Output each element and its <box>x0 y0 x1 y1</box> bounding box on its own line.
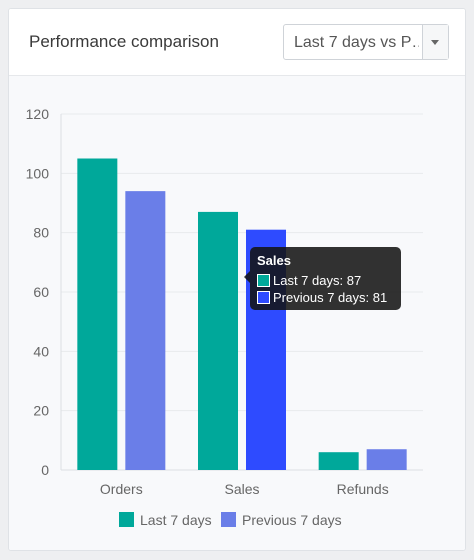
y-tick-label: 20 <box>33 403 49 419</box>
tooltip-title: Sales <box>257 253 291 268</box>
tooltip-swatch-previous-7-days <box>257 291 270 304</box>
x-tick-label: Sales <box>224 481 259 497</box>
legend-swatch-last-7-days <box>119 512 134 527</box>
chevron-down-icon[interactable] <box>422 25 448 59</box>
chart-tooltip: Sales Last 7 days: 87 Previous 7 days: 8… <box>244 247 401 310</box>
y-tick-label: 120 <box>26 106 50 122</box>
bar-sales-last-7-days <box>198 211 238 470</box>
date-range-value: Last 7 days vs P… <box>294 34 419 51</box>
legend-label: Previous 7 days <box>242 512 342 528</box>
chart-area: 0 20 40 60 80 100 120 Orders Sales Refunds Last 7 … <box>9 76 465 550</box>
card-header: Performance comparison Last 7 days vs P… <box>9 9 465 76</box>
legend-swatch-previous-7-days <box>221 512 236 527</box>
legend-label: Last 7 days <box>140 512 212 528</box>
bar-orders-last-7-days <box>77 158 118 470</box>
date-range-select[interactable]: Last 7 days vs P… <box>283 24 449 60</box>
bar-orders-previous-7-days <box>125 191 166 470</box>
card-title: Performance comparison <box>29 32 219 51</box>
performance-card: Performance comparison Last 7 days vs P…… <box>8 8 466 551</box>
bar-refunds-last-7-days <box>318 452 359 470</box>
tooltip-label: Previous 7 days: 81 <box>273 290 388 305</box>
y-tick-label: 40 <box>33 343 49 359</box>
y-tick-label: 0 <box>41 462 49 478</box>
bar-refunds-previous-7-days <box>366 449 407 470</box>
tooltip-label: Last 7 days: 87 <box>273 273 362 288</box>
x-tick-label: Refunds <box>337 481 389 497</box>
y-tick-label: 60 <box>33 284 49 300</box>
y-tick-label: 100 <box>26 165 50 181</box>
bar-chart: 0 20 40 60 80 100 120 Orders Sales Refunds Last 7 … <box>26 106 423 528</box>
x-tick-label: Orders <box>100 481 143 497</box>
tooltip-swatch-last-7-days <box>257 274 270 287</box>
y-tick-label: 80 <box>33 225 49 241</box>
